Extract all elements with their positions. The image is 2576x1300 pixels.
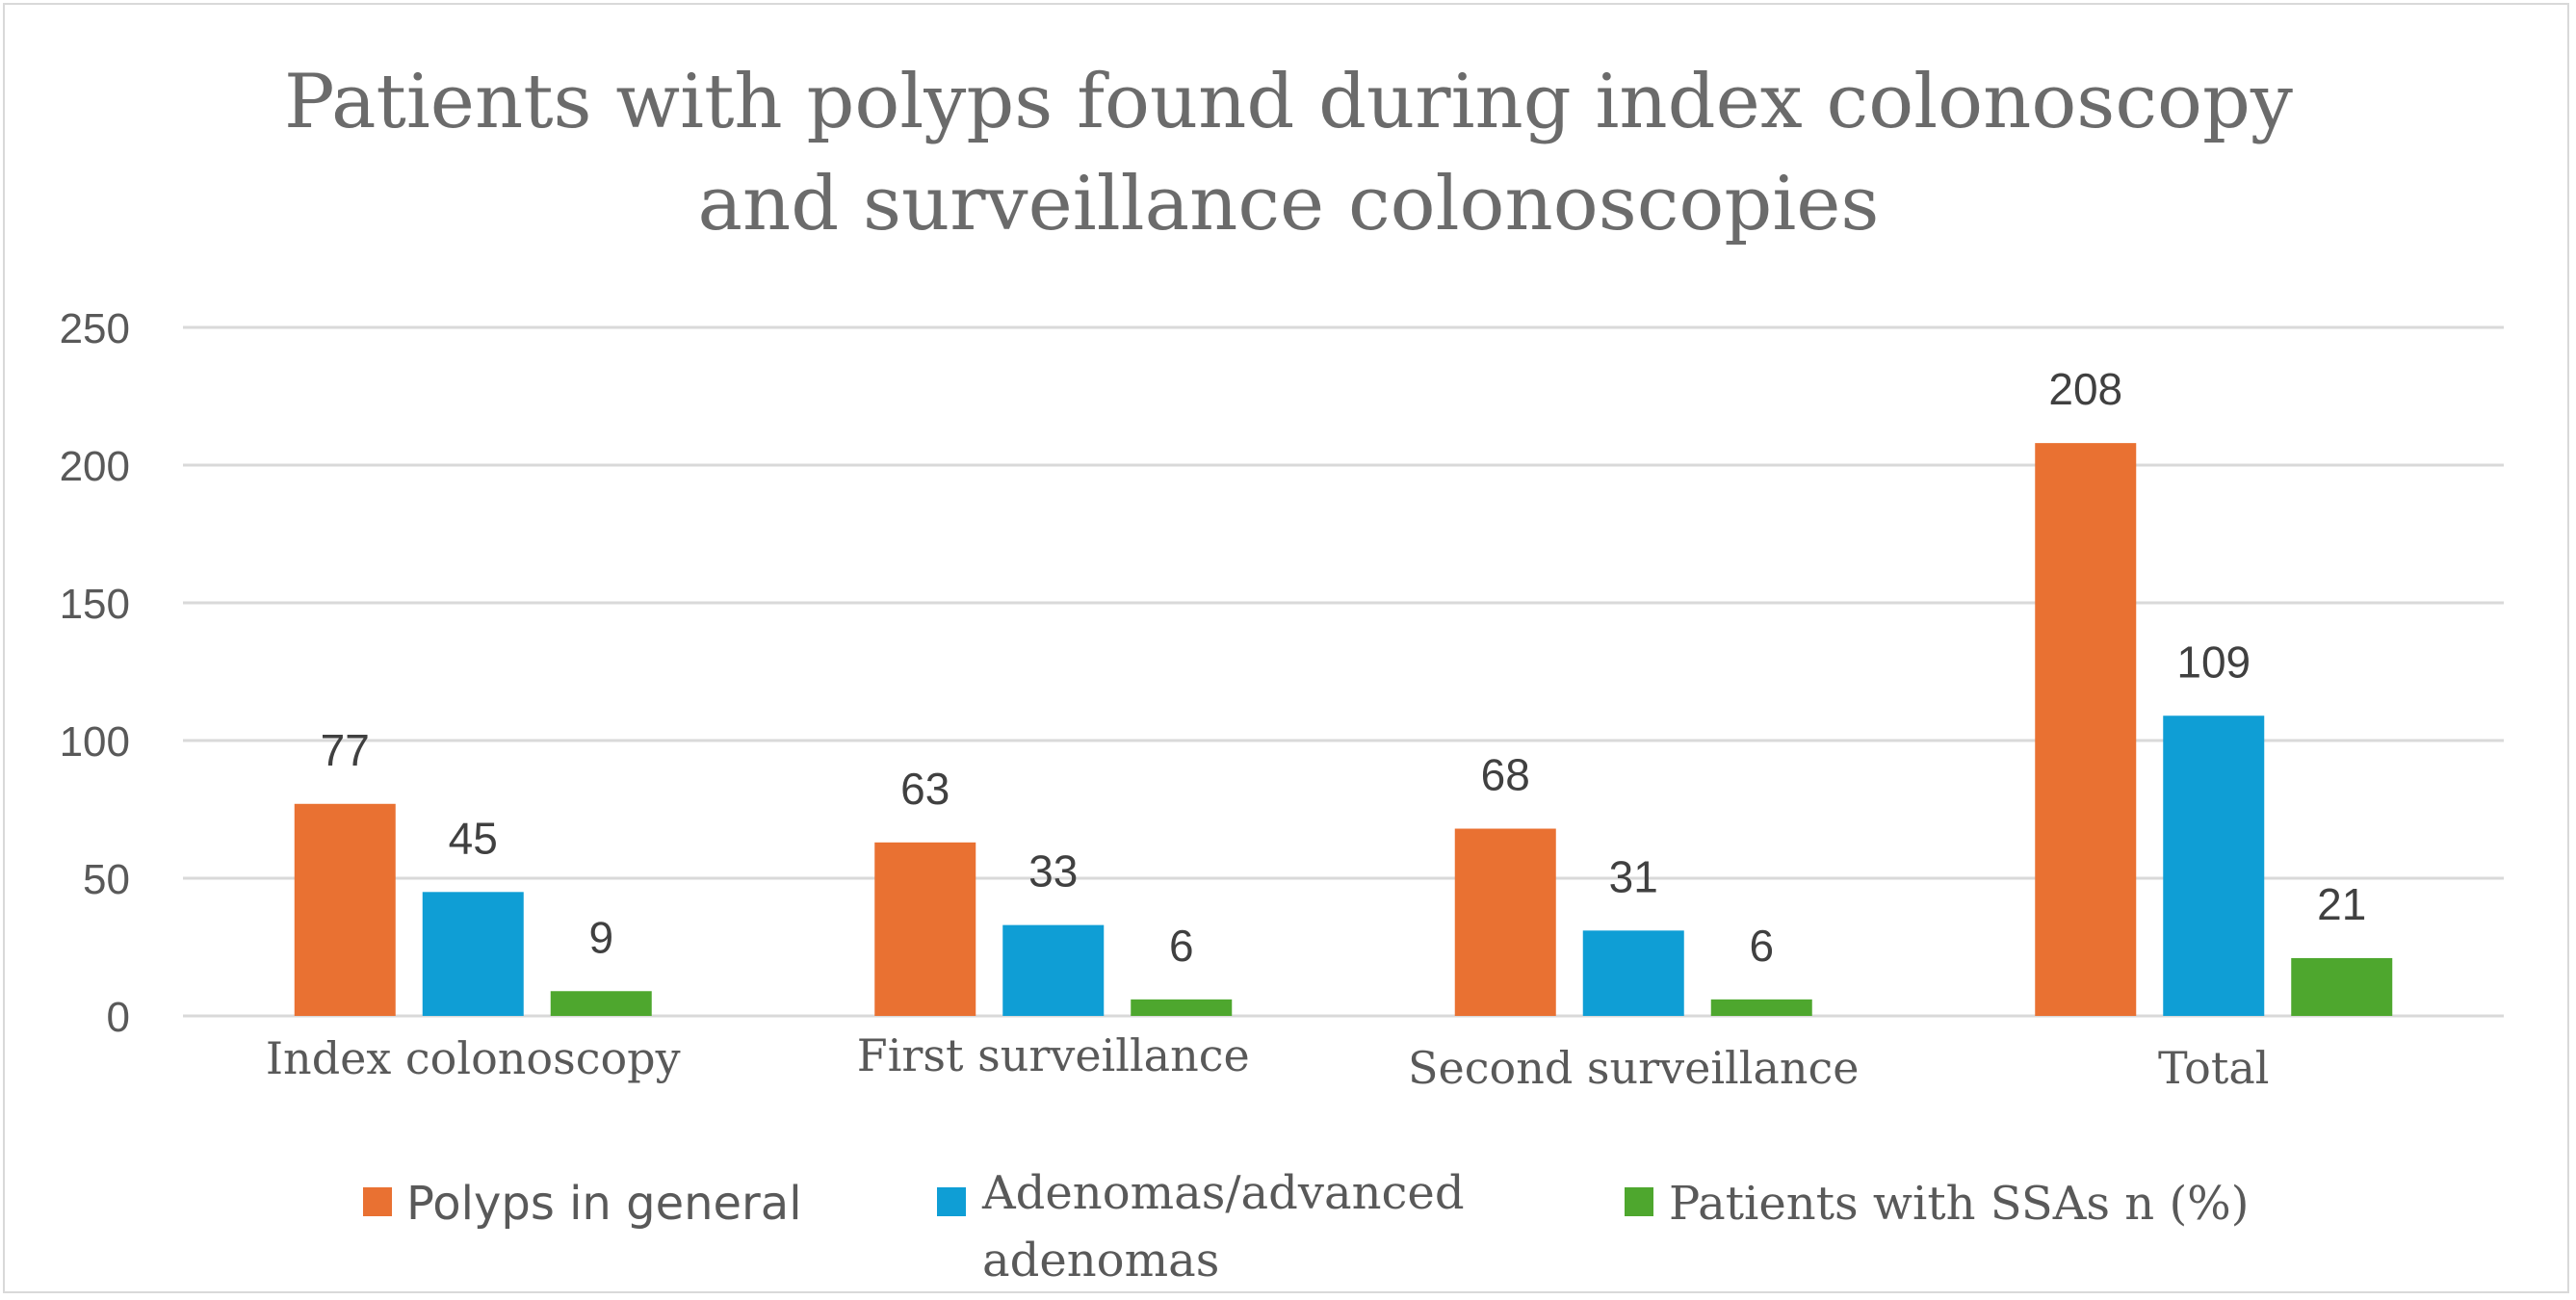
bar-3-0 <box>2035 443 2137 1016</box>
legend-label-adenomas: Adenomas/advanced adenomas <box>981 1166 1479 1287</box>
bar-1-0 <box>874 842 976 1016</box>
data-label-3-2: 21 <box>2317 879 2366 929</box>
y-tick-label-150: 150 <box>60 581 130 628</box>
chart-title-line-1: Patients with polyps found during index … <box>284 59 2293 145</box>
category-label-3: Total <box>2158 1042 2269 1094</box>
legend-swatch-polyps <box>363 1187 392 1216</box>
bar-1-1 <box>1002 924 1105 1016</box>
bar-2-2 <box>1710 999 1812 1016</box>
bar-0-0 <box>294 803 396 1016</box>
bars <box>294 443 2393 1016</box>
y-tick-label-200: 200 <box>60 443 130 490</box>
bar-2-0 <box>1454 828 1556 1016</box>
y-axis-tick-labels: 0 50 100 150 200 250 <box>60 305 130 1041</box>
data-label-2-0: 68 <box>1481 750 1530 800</box>
chart-title: Patients with polyps found during index … <box>284 59 2293 247</box>
legend-label-adenomas-line-1: Adenomas/advanced <box>981 1166 1465 1220</box>
bar-3-1 <box>2163 715 2265 1016</box>
legend-label-adenomas-line-2: adenomas <box>982 1234 1219 1287</box>
legend-label-ssas: Patients with SSAs n (%) <box>1669 1177 2250 1231</box>
y-tick-label-50: 50 <box>83 856 130 903</box>
data-label-0-1: 45 <box>449 813 498 863</box>
gridlines <box>183 325 2504 1018</box>
data-label-1-0: 63 <box>900 764 950 814</box>
category-label-1: First surveillance <box>857 1029 1250 1081</box>
y-tick-label-100: 100 <box>60 718 130 766</box>
data-labels: 77 45 9 63 33 6 68 31 6 208 109 21 <box>321 364 2367 971</box>
data-label-0-2: 9 <box>588 912 613 962</box>
x-axis-category-labels: Index colonoscopy First surveillance Secon… <box>266 1029 2270 1094</box>
legend-swatch-ssas <box>1625 1187 1653 1216</box>
data-label-2-2: 6 <box>1749 921 1774 971</box>
bar-1-2 <box>1131 999 1233 1016</box>
data-label-3-0: 208 <box>2048 364 2122 414</box>
chart-frame <box>3 3 2569 1293</box>
data-label-3-1: 109 <box>2176 637 2251 687</box>
bar-2-1 <box>1582 930 1684 1016</box>
y-tick-label-0: 0 <box>107 994 130 1041</box>
y-tick-label-250: 250 <box>60 305 130 352</box>
legend-swatch-adenomas <box>937 1187 966 1216</box>
data-label-1-1: 33 <box>1028 846 1078 897</box>
data-label-0-0: 77 <box>321 725 370 775</box>
category-label-2: Second surveillance <box>1408 1042 1860 1094</box>
legend-label-polyps: Polyps in general <box>406 1177 802 1231</box>
bar-0-1 <box>422 892 524 1016</box>
data-label-2-1: 31 <box>1609 851 1658 901</box>
bar-3-2 <box>2291 957 2393 1016</box>
data-label-1-2: 6 <box>1169 921 1194 971</box>
legend: Polyps in general Adenomas/advanced aden… <box>363 1166 2250 1287</box>
bar-0-2 <box>550 991 652 1016</box>
chart-title-line-2: and surveillance colonoscopies <box>698 161 1880 247</box>
category-label-0: Index colonoscopy <box>266 1032 681 1084</box>
